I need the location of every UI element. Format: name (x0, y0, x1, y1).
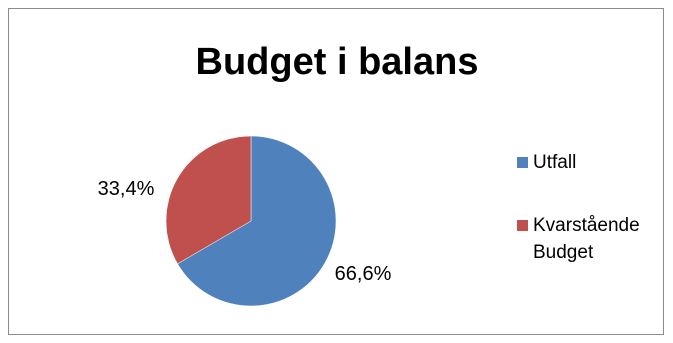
pie-data-labels: 66,6% 33,4% (98, 178, 392, 285)
legend-label: Kvarstående (533, 215, 640, 236)
legend-swatch (517, 157, 528, 168)
legend: Utfall Kvarstående Budget (517, 149, 667, 266)
chart-title: Budget i balans (195, 41, 479, 83)
legend-label: Budget (533, 242, 594, 263)
pie-slice-utfall (177, 135, 337, 307)
data-label-utfall: 66,6% (335, 263, 392, 285)
legend-swatch (517, 220, 528, 231)
legend-label: Utfall (533, 152, 577, 173)
pie-slices (165, 135, 337, 307)
legend-item-kvarstaende-budget: Kvarstående Budget (517, 212, 667, 266)
chart-frame: Budget i balans 66,6% 33,4% Utfall Kvarstå… (8, 8, 664, 335)
legend-item-utfall: Utfall (517, 149, 667, 176)
pie-slice-kvarstaende-budget (165, 135, 252, 265)
data-label-kvarstaende-budget: 33,4% (98, 178, 155, 200)
pie-chart: 66,6% 33,4% (98, 135, 392, 307)
